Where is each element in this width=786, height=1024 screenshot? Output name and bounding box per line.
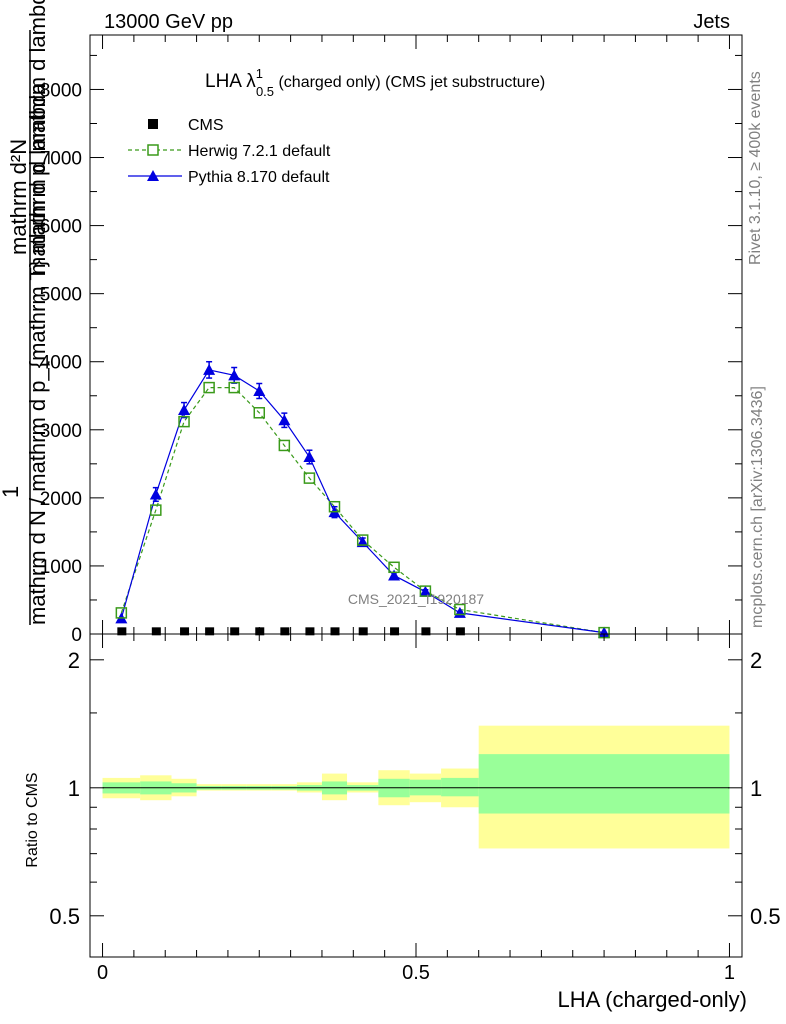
herwig-point xyxy=(388,561,400,574)
pythia-point xyxy=(253,384,266,396)
ratio-xtick-label: 0 xyxy=(97,962,108,984)
ratio-ytick-label-right: 2 xyxy=(750,648,762,673)
main-ytick-label: 7000 xyxy=(40,149,82,170)
pythia-point xyxy=(228,369,241,381)
pythia-point xyxy=(303,451,316,463)
main-ytick-label: 0 xyxy=(71,625,82,646)
herwig-point xyxy=(228,381,240,394)
header-right: Jets xyxy=(693,11,730,33)
title-sub: 0.5 xyxy=(256,84,274,99)
title-suffix: (charged only) (CMS jet substructure) xyxy=(274,74,545,91)
legend-item-cms: CMS xyxy=(148,117,224,134)
ratio-bands xyxy=(102,725,730,849)
cms-point xyxy=(305,627,315,636)
main-ytick-label: 2000 xyxy=(40,489,82,510)
ratio-ticks: 0.5 0.5 1 1 2 2 0 0.5 1 xyxy=(49,634,781,984)
ratio-panel: 0.5 0.5 1 1 2 2 0 0.5 1 xyxy=(49,633,781,984)
ratio-ytick-label: 1 xyxy=(68,776,80,801)
ratio-ytick-label-right: 1 xyxy=(750,776,762,801)
herwig-point xyxy=(278,439,291,452)
herwig-point xyxy=(328,500,341,513)
cms-point xyxy=(280,627,290,636)
herwig-point xyxy=(454,603,466,616)
main-ytick-label: 1000 xyxy=(40,557,82,578)
watermark: CMS_2021_I1920187 xyxy=(348,591,484,607)
pythia-point xyxy=(453,606,466,618)
x-axis-label: LHA (charged-only) xyxy=(557,987,747,1012)
main-series xyxy=(115,360,611,639)
legend-item-herwig: Herwig 7.2.1 default xyxy=(128,143,331,160)
main-y-label: mathrm d²N mathrm d p_mathrm d lambda 1 … xyxy=(0,0,50,625)
main-ytick-label: 6000 xyxy=(40,217,82,238)
legend-marker-cms xyxy=(148,119,158,129)
ratio-y-label: Ratio to CMS xyxy=(24,772,41,867)
title-sup: 1 xyxy=(256,66,263,81)
herwig-point xyxy=(253,407,266,419)
legend-marker-herwig xyxy=(147,144,159,156)
legend: CMS Herwig 7.2.1 default Pythia 8.170 de… xyxy=(128,117,331,186)
ratio-xtick-label: 0.5 xyxy=(402,962,430,984)
pythia-point xyxy=(278,414,291,426)
cms-point xyxy=(230,627,240,636)
legend-label-pythia: Pythia 8.170 default xyxy=(188,169,330,186)
herwig-point xyxy=(203,381,215,394)
legend-label-cms: CMS xyxy=(188,117,224,134)
cms-point xyxy=(330,627,340,636)
legend-item-pythia: Pythia 8.170 default xyxy=(128,169,330,186)
pythia-point xyxy=(149,488,162,500)
pythia-point xyxy=(178,404,191,416)
ylabel-denominator: mathrm d N / mathrm d p_{mathrm T} mathr… xyxy=(25,82,50,625)
plot-title: LHA λ1 0.5 (charged only) (CMS jet substr… xyxy=(205,66,545,99)
herwig-point xyxy=(150,504,162,516)
main-ytick-label: 4000 xyxy=(40,353,82,374)
main-panel: 0 1000 2000 3000 4000 5000 6000 7000 8000 xyxy=(40,34,743,646)
cms-point xyxy=(255,627,265,636)
mcplots-label: mcplots.cern.ch [arXiv:1306.3436] xyxy=(749,386,766,628)
herwig-point xyxy=(356,534,369,546)
ylabel-garbled: mathrm d p_mathrm d lambda xyxy=(25,0,50,275)
cms-point xyxy=(117,627,127,636)
ratio-xtick-label: 1 xyxy=(724,962,735,984)
herwig-point xyxy=(419,585,432,597)
cms-point xyxy=(455,627,465,636)
cms-point xyxy=(205,627,215,636)
legend-label-herwig: Herwig 7.2.1 default xyxy=(188,143,331,160)
ylabel-one: 1 xyxy=(0,486,23,498)
cms-point xyxy=(151,627,161,636)
herwig-point xyxy=(303,472,316,484)
ratio-ytick-label-right: 0.5 xyxy=(750,904,781,929)
header-left: 13000 GeV pp xyxy=(104,11,233,33)
main-ytick-label: 3000 xyxy=(40,421,82,442)
cms-point xyxy=(390,627,400,636)
herwig-point xyxy=(178,415,190,428)
ratio-ytick-label: 0.5 xyxy=(49,904,80,929)
ratio-ytick-label: 2 xyxy=(68,648,80,673)
pythia-point xyxy=(598,626,611,638)
pythia-point xyxy=(203,363,216,375)
cms-point xyxy=(180,627,190,636)
main-ytick-label: 8000 xyxy=(40,80,82,101)
pythia-point xyxy=(419,585,432,597)
pythia-point xyxy=(388,569,401,581)
legend-marker-pythia xyxy=(147,170,159,181)
ratio-band-inner xyxy=(478,754,730,814)
herwig-point xyxy=(115,607,128,619)
ratio-band-inner xyxy=(441,777,479,797)
title-prefix: LHA λ xyxy=(205,71,256,92)
main-ticks: 0 1000 2000 3000 4000 5000 6000 7000 8000 xyxy=(40,35,742,646)
rivet-label: Rivet 3.1.10, ≥ 400k events xyxy=(747,71,764,265)
ylabel-numerator: mathrm d²N xyxy=(6,139,31,255)
main-ytick-label: 5000 xyxy=(40,285,82,306)
cms-point xyxy=(421,627,431,636)
cms-point xyxy=(358,627,368,636)
